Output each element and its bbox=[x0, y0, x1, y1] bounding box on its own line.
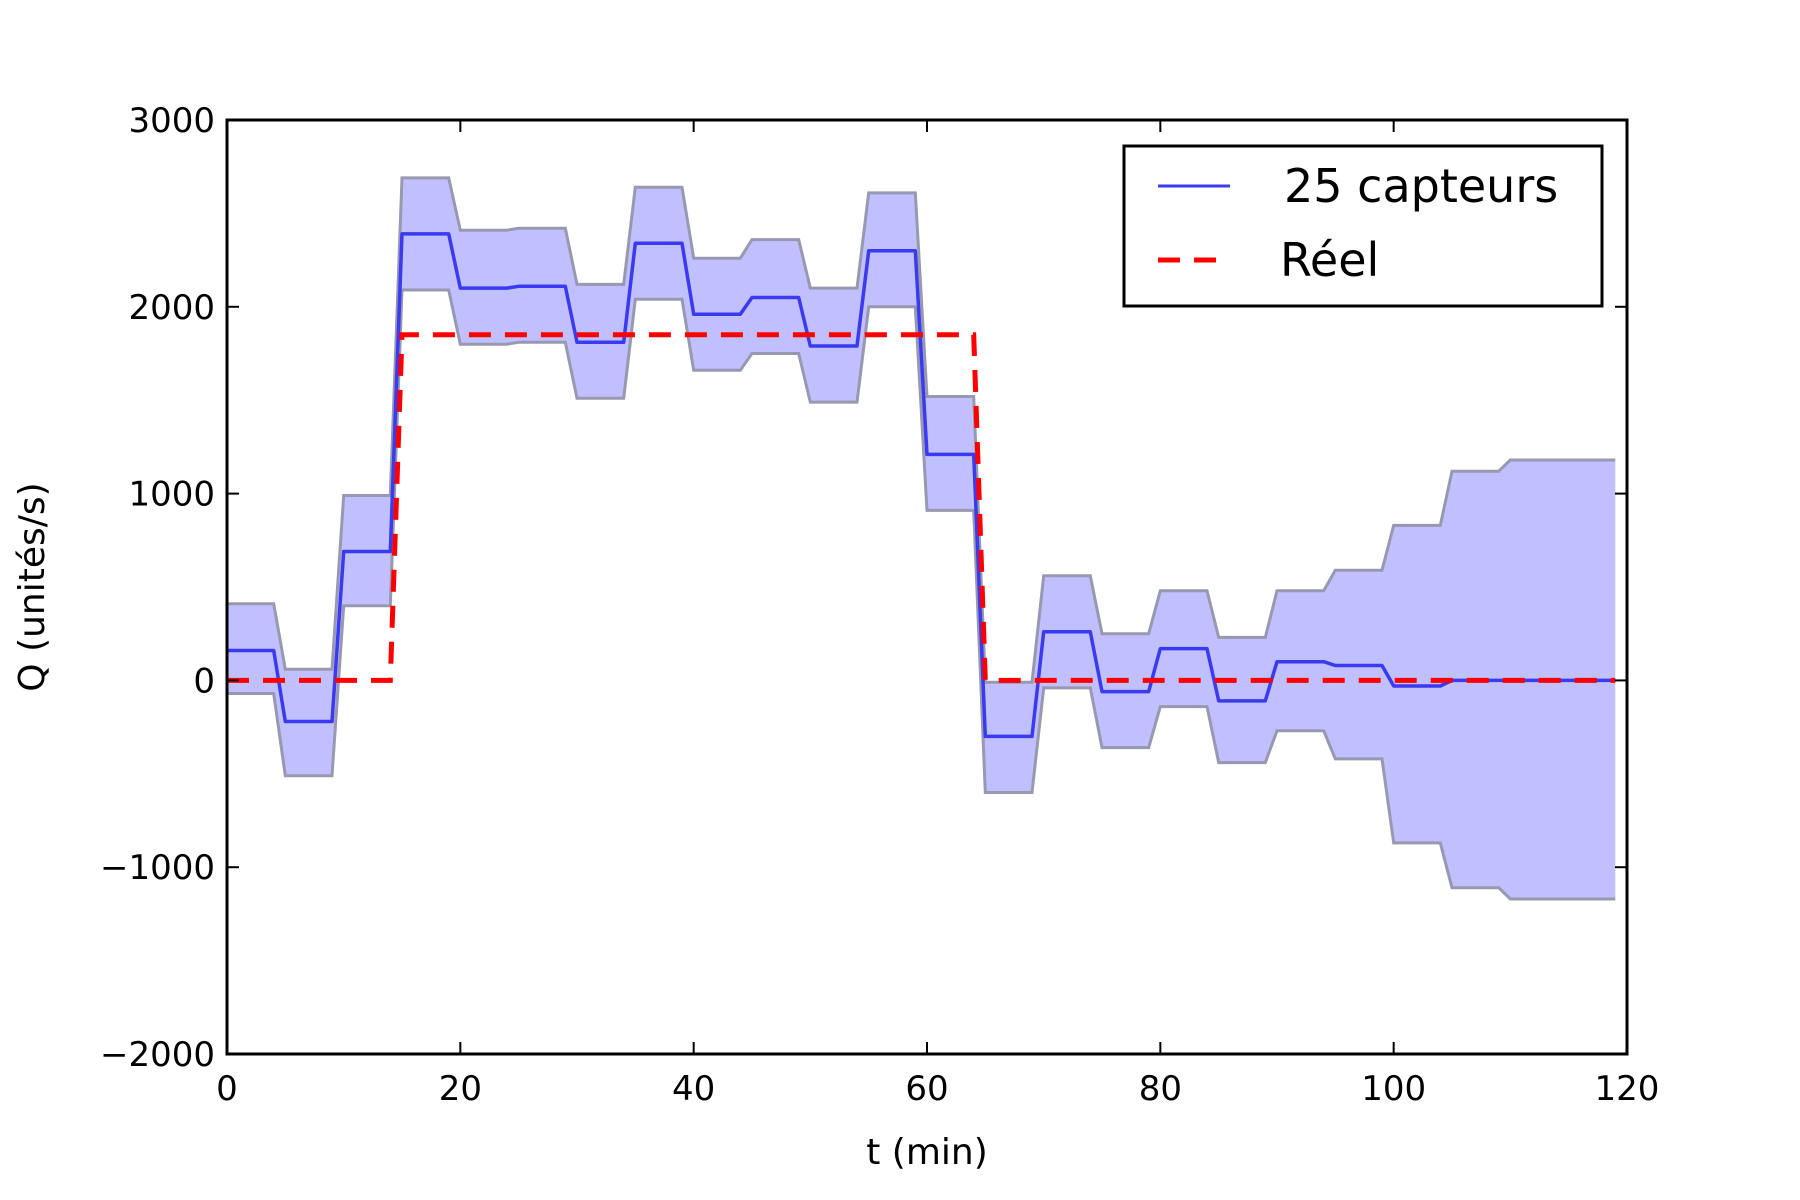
series-line-25-capteurs bbox=[227, 232, 1616, 739]
x-tick-label: 0 bbox=[216, 1069, 238, 1109]
y-tick-label: −1000 bbox=[100, 848, 215, 888]
band-lower-edge bbox=[227, 288, 1616, 901]
confidence-band bbox=[227, 177, 1616, 899]
series-line-reel bbox=[227, 332, 1616, 683]
x-axis: 0 20 40 60 80 100 120 bbox=[216, 120, 1659, 1109]
x-tick-label: 100 bbox=[1361, 1069, 1426, 1109]
x-tick-label: 60 bbox=[905, 1069, 948, 1109]
band-upper-edge bbox=[227, 176, 1616, 684]
y-tick-label: 1000 bbox=[128, 475, 215, 515]
legend-label-reel: Réel bbox=[1280, 233, 1379, 287]
y-tick-label: 3000 bbox=[128, 101, 215, 141]
legend: 25 capteurs Réel bbox=[1122, 144, 1604, 308]
y-tick-label: −2000 bbox=[100, 1035, 215, 1075]
x-tick-label: 120 bbox=[1595, 1069, 1660, 1109]
legend-box bbox=[1122, 144, 1604, 308]
legend-label-25-capteurs: 25 capteurs bbox=[1284, 159, 1558, 213]
y-tick-label: 2000 bbox=[128, 288, 215, 328]
x-tick-label: 20 bbox=[439, 1069, 482, 1109]
y-axis: −2000 −1000 0 1000 2000 3000 bbox=[100, 101, 1627, 1075]
x-axis-label: t (min) bbox=[866, 1132, 988, 1173]
y-axis-label: Q (unités/s) bbox=[12, 482, 53, 691]
x-tick-label: 40 bbox=[672, 1069, 715, 1109]
x-tick-label: 80 bbox=[1139, 1069, 1182, 1109]
plot-area bbox=[227, 176, 1616, 901]
y-tick-label: 0 bbox=[193, 661, 215, 701]
